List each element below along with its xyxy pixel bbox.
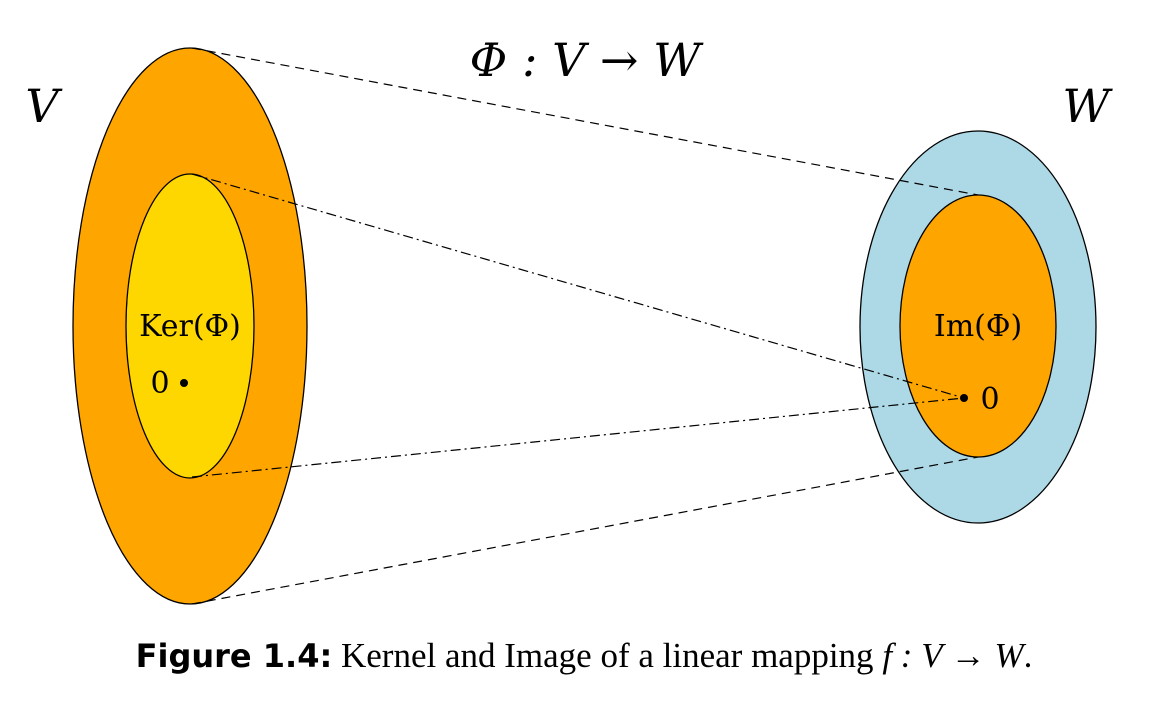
- caption-math: f : V → W: [882, 636, 1024, 675]
- zero-point-left: [180, 379, 188, 387]
- caption-label: Figure 1.4:: [135, 637, 333, 675]
- codomain-label: W: [1062, 79, 1113, 133]
- zero-left-label: 0: [150, 366, 169, 401]
- dashdot-kernel-line-bottom: [191, 397, 965, 478]
- zero-point-right: [960, 394, 968, 402]
- dashed-mapping-line-top: [191, 47, 979, 196]
- caption-text: Kernel and Image of a linear mapping: [341, 636, 874, 675]
- dashed-mapping-line-bottom: [191, 456, 979, 605]
- dashdot-kernel-line-top: [191, 173, 965, 399]
- domain-label: V: [25, 79, 63, 133]
- figure-caption: Figure 1.4: Kernel and Image of a linear…: [0, 636, 1168, 676]
- kernel-label: Ker(Φ): [139, 309, 241, 344]
- kernel-image-diagram: Φ : V → W V W Ker(Φ) Im(Φ) 0 0: [25, 33, 1113, 605]
- zero-right-label: 0: [980, 382, 999, 417]
- caption-end: .: [1023, 636, 1033, 675]
- image-label: Im(Φ): [934, 309, 1022, 344]
- mapping-label: Φ : V → W: [470, 33, 704, 87]
- kernel-ellipse: [125, 173, 255, 479]
